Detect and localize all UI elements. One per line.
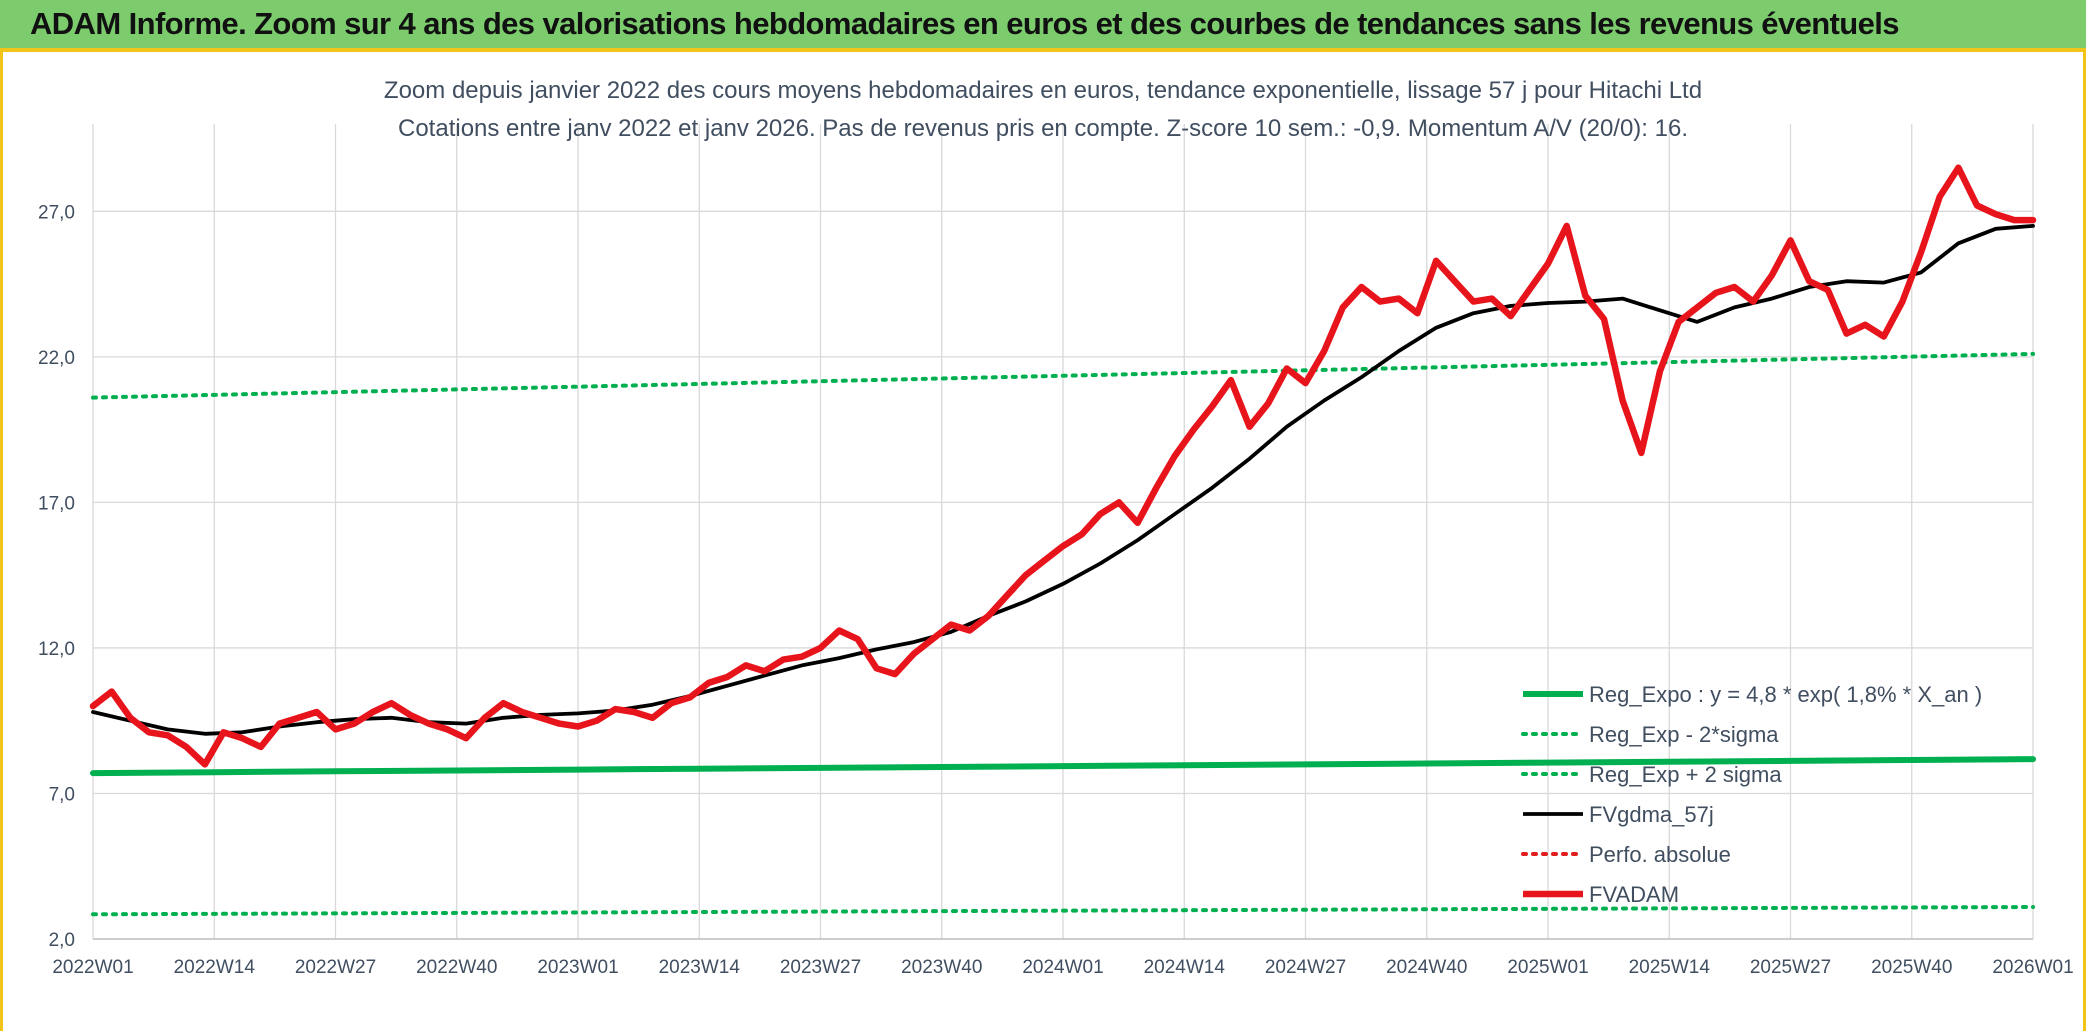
legend-label: FVADAM — [1589, 882, 1679, 907]
series-line-reg-exp-2-sigma — [91, 351, 2035, 400]
axis-layer: 2,0 7,0 12,0 17,0 22,0 27,0 2022W01 2022W14 2022… — [38, 202, 2074, 978]
legend: Reg_Expo : y = 4,8 * exp( 1,8% * X_an ) R… — [1521, 682, 1982, 907]
y-tick-label: 22,0 — [38, 348, 75, 369]
x-tick-label: 2023W14 — [659, 957, 741, 978]
x-tick-label: 2024W01 — [1022, 957, 1103, 978]
x-tick-label: 2025W14 — [1629, 957, 1711, 978]
y-tick-label: 27,0 — [38, 202, 75, 223]
x-tick-label: 2024W14 — [1144, 957, 1226, 978]
legend-label: Reg_Exp - 2*sigma — [1589, 722, 1779, 747]
chart-subtitle: Cotations entre janv 2022 et janv 2026. … — [398, 115, 1688, 142]
x-tick-label: 2026W01 — [1992, 957, 2073, 978]
legend-label: Perfo. absolue — [1589, 842, 1731, 867]
x-tick-label: 2024W40 — [1386, 957, 1467, 978]
x-tick-label: 2022W01 — [52, 957, 133, 978]
y-tick-label: 2,0 — [49, 930, 75, 951]
y-tick-label: 12,0 — [38, 639, 75, 660]
legend-label: Reg_Expo : y = 4,8 * exp( 1,8% * X_an ) — [1589, 682, 1982, 707]
line-chart: Zoom depuis janvier 2022 des cours moyen… — [38, 77, 2074, 978]
report-banner: ADAM Informe. Zoom sur 4 ans des valoris… — [0, 0, 2086, 52]
series-line-fvadam — [89, 164, 2037, 768]
chart-frame: Zoom depuis janvier 2022 des cours moyen… — [0, 52, 2086, 1031]
x-tick-label: 2022W40 — [416, 957, 497, 978]
legend-label: FVgdma_57j — [1589, 802, 1714, 827]
banner-title: ADAM Informe. Zoom sur 4 ans des valoris… — [30, 6, 1900, 41]
x-tick-label: 2025W01 — [1507, 957, 1588, 978]
x-tick-label: 2022W14 — [174, 957, 256, 978]
x-tick-label: 2025W40 — [1871, 957, 1952, 978]
y-tick-label: 17,0 — [38, 493, 75, 514]
x-tick-label: 2023W01 — [537, 957, 618, 978]
x-tick-label: 2023W40 — [901, 957, 982, 978]
x-tick-label: 2022W27 — [295, 957, 376, 978]
legend-label: Reg_Exp + 2 sigma — [1589, 762, 1782, 787]
x-tick-label: 2023W27 — [780, 957, 861, 978]
chart-title: Zoom depuis janvier 2022 des cours moyen… — [384, 77, 1702, 104]
series-line-reg-expo-y-4-8-exp-1-8-x-an — [90, 756, 2036, 777]
y-tick-label: 7,0 — [49, 784, 75, 805]
x-tick-label: 2024W27 — [1265, 957, 1346, 978]
series-layer — [89, 164, 2037, 917]
grid-layer — [92, 124, 2034, 940]
x-tick-label: 2025W27 — [1750, 957, 1831, 978]
series-line-reg-exp-2-sigma — [91, 905, 2035, 917]
